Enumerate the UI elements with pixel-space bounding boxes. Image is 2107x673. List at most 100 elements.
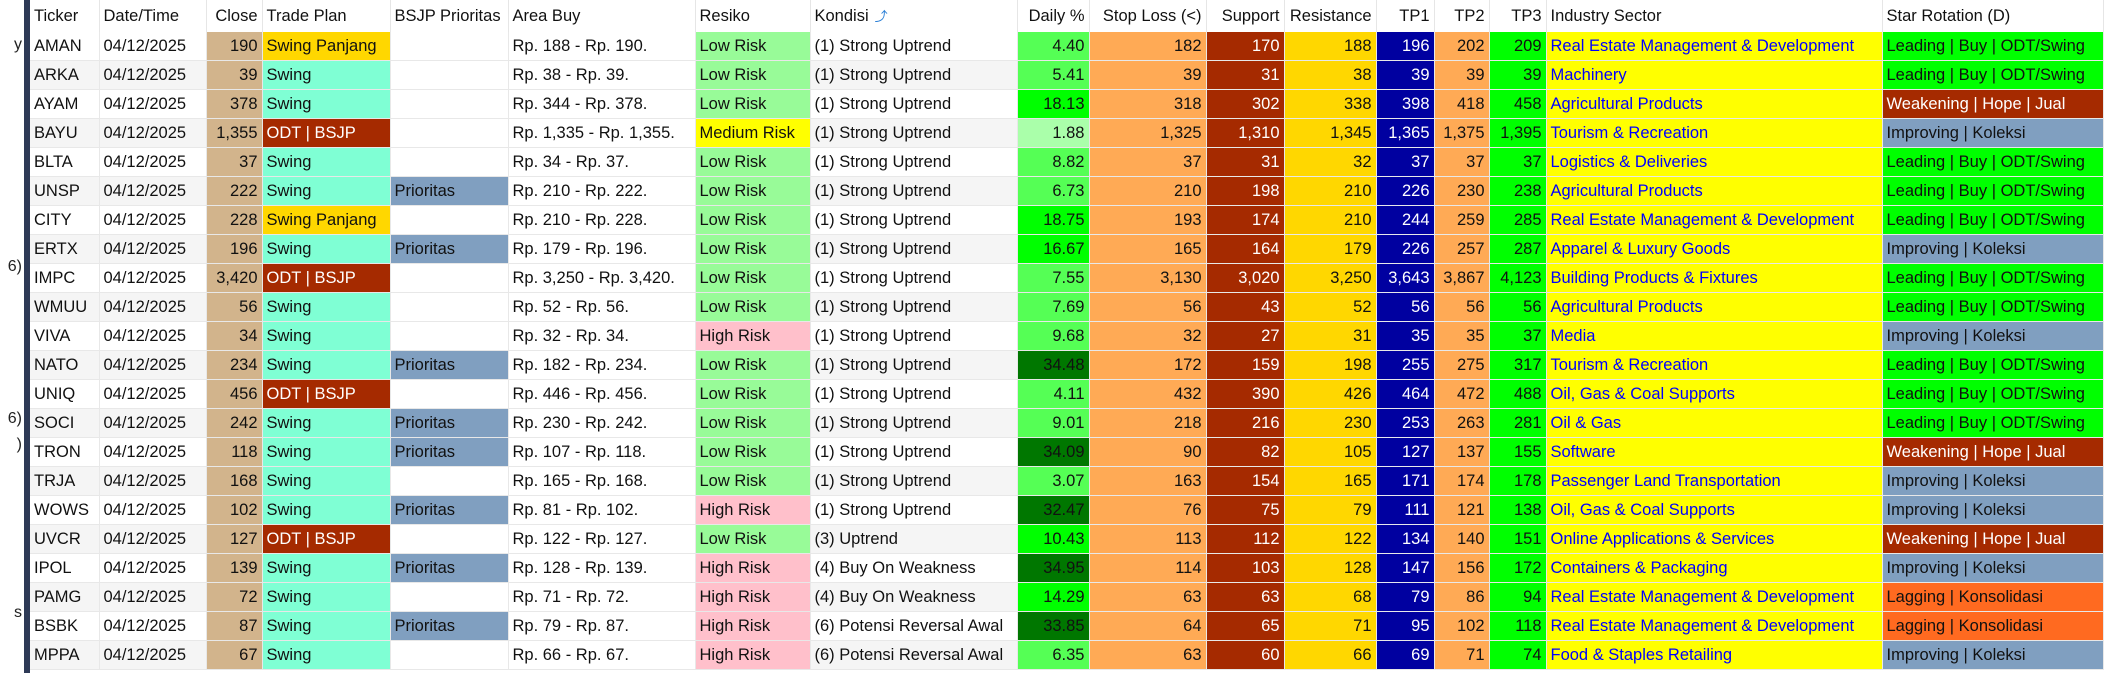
cell-daily: 34.48: [1017, 350, 1090, 380]
column-header-label: TP3: [1511, 6, 1542, 25]
column-header-sl[interactable]: Stop Loss (<): [1089, 0, 1207, 32]
cell-kondisi: (1) Strong Uptrend: [810, 292, 1018, 322]
cell-kondisi: (1) Strong Uptrend: [810, 263, 1018, 293]
cell-tp2: 275: [1434, 350, 1490, 380]
cell-star: Leading | Buy | ODT/Swing: [1882, 292, 2104, 322]
column-header-tp2[interactable]: TP2: [1434, 0, 1490, 32]
cell-daily: 10.43: [1017, 524, 1090, 554]
column-header-label: BSJP Prioritas: [394, 6, 501, 25]
cell-daily: 1.88: [1017, 118, 1090, 148]
table-row[interactable]: WOWS 04/12/2025 102 Swing Prioritas Rp. 81 - …: [30, 495, 2104, 525]
sort-arrow-icon[interactable]: ⤴: [874, 9, 888, 24]
cell-sl: 218: [1089, 408, 1207, 438]
column-header-star[interactable]: Star Rotation (D): [1882, 0, 2104, 32]
cell-ticker: TRJA: [30, 466, 100, 496]
table-row[interactable]: UNSP 04/12/2025 222 Swing Prioritas Rp. 210 -…: [30, 176, 2104, 206]
table-row[interactable]: BSBK 04/12/2025 87 Swing Prioritas Rp. 79 - R…: [30, 611, 2104, 641]
cell-tp1: 244: [1376, 205, 1435, 235]
cell-bsjp: Prioritas: [390, 553, 509, 583]
table-row[interactable]: VIVA 04/12/2025 34 Swing Rp. 32 - Rp. 34. Hig…: [30, 321, 2104, 351]
cell-tp2: 259: [1434, 205, 1490, 235]
table-row[interactable]: IPOL 04/12/2025 139 Swing Prioritas Rp. 128 -…: [30, 553, 2104, 583]
table-row[interactable]: PAMG 04/12/2025 72 Swing Rp. 71 - Rp. 72. Hig…: [30, 582, 2104, 612]
cell-sector: Tourism & Recreation: [1546, 350, 1883, 380]
column-header-kondisi[interactable]: Kondisi ⤴: [810, 0, 1018, 32]
table-row[interactable]: TRJA 04/12/2025 168 Swing Rp. 165 - Rp. 168.…: [30, 466, 2104, 496]
cell-ticker: WOWS: [30, 495, 100, 525]
cell-resistance: 188: [1284, 32, 1377, 61]
column-header-resistance[interactable]: Resistance: [1284, 0, 1377, 32]
cell-risk: Low Risk: [695, 60, 811, 90]
column-header-plan[interactable]: Trade Plan: [262, 0, 391, 32]
cell-daily: 18.75: [1017, 205, 1090, 235]
table-row[interactable]: IMPC 04/12/2025 3,420 ODT | BSJP Rp. 3,250 -…: [30, 263, 2104, 293]
cell-kondisi: (1) Strong Uptrend: [810, 176, 1018, 206]
column-header-label: Daily %: [1028, 6, 1085, 25]
column-header-support[interactable]: Support: [1206, 0, 1285, 32]
table-row[interactable]: SOCI 04/12/2025 242 Swing Prioritas Rp. 230 -…: [30, 408, 2104, 438]
column-header-risk[interactable]: Resiko: [695, 0, 811, 32]
cell-risk: Low Risk: [695, 147, 811, 177]
column-header-bsjp[interactable]: BSJP Prioritas: [390, 0, 509, 32]
column-header-close[interactable]: Close: [206, 0, 263, 32]
table-row[interactable]: ARKA 04/12/2025 39 Swing Rp. 38 - Rp. 39. Low…: [30, 60, 2104, 90]
table-row[interactable]: CITY 04/12/2025 228 Swing Panjang Rp. 210 - …: [30, 205, 2104, 235]
cell-resistance: 71: [1284, 611, 1377, 641]
column-header-date[interactable]: Date/Time: [99, 0, 207, 32]
cell-sector: Real Estate Management & Development: [1546, 205, 1883, 235]
left-pane-clipped: y 6) 6) ) s: [0, 0, 24, 673]
table-row[interactable]: ERTX 04/12/2025 196 Swing Prioritas Rp. 179 -…: [30, 234, 2104, 264]
cell-tp2: 472: [1434, 379, 1490, 409]
cell-date: 04/12/2025: [99, 292, 207, 322]
column-header-tp3[interactable]: TP3: [1489, 0, 1547, 32]
cell-area: Rp. 128 - Rp. 139.: [508, 553, 696, 583]
cell-tp2: 156: [1434, 553, 1490, 583]
cell-sl: 76: [1089, 495, 1207, 525]
pane-splitter[interactable]: [24, 0, 30, 673]
table-row[interactable]: BLTA 04/12/2025 37 Swing Rp. 34 - Rp. 37. Low…: [30, 147, 2104, 177]
cell-kondisi: (1) Strong Uptrend: [810, 234, 1018, 264]
table-row[interactable]: TRON 04/12/2025 118 Swing Prioritas Rp. 107 -…: [30, 437, 2104, 467]
cell-star: Improving | Koleksi: [1882, 553, 2104, 583]
cell-close: 234: [206, 350, 263, 380]
cell-support: 170: [1206, 32, 1285, 61]
table-row[interactable]: UNIQ 04/12/2025 456 ODT | BSJP Rp. 446 - Rp.…: [30, 379, 2104, 409]
cell-sector: Building Products & Fixtures: [1546, 263, 1883, 293]
cell-risk: High Risk: [695, 321, 811, 351]
cell-resistance: 338: [1284, 89, 1377, 119]
cell-kondisi: (1) Strong Uptrend: [810, 466, 1018, 496]
cell-plan: Swing: [262, 466, 391, 496]
cell-bsjp: [390, 582, 509, 612]
column-header-area[interactable]: Area Buy: [508, 0, 696, 32]
column-header-tp1[interactable]: TP1: [1376, 0, 1435, 32]
cell-sl: 37: [1089, 147, 1207, 177]
cell-resistance: 32: [1284, 147, 1377, 177]
cell-area: Rp. 122 - Rp. 127.: [508, 524, 696, 554]
table-row[interactable]: NATO 04/12/2025 234 Swing Prioritas Rp. 182 -…: [30, 350, 2104, 380]
table-row[interactable]: UVCR 04/12/2025 127 ODT | BSJP Rp. 122 - Rp.…: [30, 524, 2104, 554]
cell-ticker: MPPA: [30, 640, 100, 670]
cell-close: 196: [206, 234, 263, 264]
cell-plan: Swing: [262, 147, 391, 177]
column-header-daily[interactable]: Daily %: [1017, 0, 1090, 32]
cell-tp2: 86: [1434, 582, 1490, 612]
cell-tp1: 1,365: [1376, 118, 1435, 148]
cell-area: Rp. 210 - Rp. 222.: [508, 176, 696, 206]
cell-close: 3,420: [206, 263, 263, 293]
table-row[interactable]: MPPA 04/12/2025 67 Swing Rp. 66 - Rp. 67. Hig…: [30, 640, 2104, 670]
table-row[interactable]: AYAM 04/12/2025 378 Swing Rp. 344 - Rp. 378.…: [30, 89, 2104, 119]
cell-daily: 32.47: [1017, 495, 1090, 525]
column-header-sector[interactable]: Industry Sector: [1546, 0, 1883, 32]
cell-risk: Low Risk: [695, 379, 811, 409]
table-row[interactable]: BAYU 04/12/2025 1,355 ODT | BSJP Rp. 1,335 -…: [30, 118, 2104, 148]
table-row[interactable]: WMUU 04/12/2025 56 Swing Rp. 52 - Rp. 56. Low…: [30, 292, 2104, 322]
column-header-label: Resistance: [1289, 6, 1372, 25]
cell-sl: 432: [1089, 379, 1207, 409]
cell-sl: 193: [1089, 205, 1207, 235]
column-header-ticker[interactable]: Ticker: [30, 0, 100, 32]
cell-resistance: 179: [1284, 234, 1377, 264]
table-row[interactable]: AMAN 04/12/2025 190 Swing Panjang Rp. 188 - …: [30, 32, 2104, 61]
cell-date: 04/12/2025: [99, 118, 207, 148]
cell-risk: Low Risk: [695, 234, 811, 264]
cell-bsjp: [390, 379, 509, 409]
